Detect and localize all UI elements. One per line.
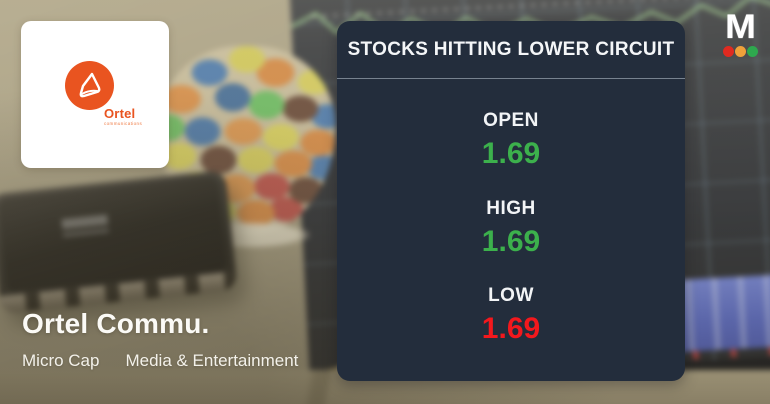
panel-title: STOCKS HITTING LOWER CIRCUIT [337, 21, 685, 79]
ortel-logo-icon [65, 61, 114, 110]
ortel-sub-word: communications [104, 121, 143, 126]
sector-label: Media & Entertainment [125, 351, 299, 370]
green-dot [746, 46, 758, 57]
panel-row: LOW 1.69 [337, 284, 685, 347]
publisher-dots [718, 46, 762, 57]
row-label: LOW [488, 284, 534, 306]
ortel-wordmark: Ortel communications [104, 107, 142, 127]
red-dot [722, 46, 734, 57]
panel-row: HIGH 1.69 [337, 197, 685, 260]
ortel-word: Ortel [104, 106, 136, 121]
stock-data-panel: STOCKS HITTING LOWER CIRCUIT OPEN 1.69 H… [337, 21, 685, 381]
smartphone-clock [60, 210, 110, 242]
panel-rows: OPEN 1.69 HIGH 1.69 LOW 1.69 [337, 79, 685, 381]
row-value: 1.69 [481, 137, 541, 171]
publisher-m-letter: M [725, 7, 756, 46]
footer-company-info: Ortel Commu. Micro Cap Media & Entertain… [22, 308, 298, 371]
company-meta: Micro Cap Media & Entertainment [22, 351, 298, 371]
publisher-logo: M [718, 10, 762, 57]
company-name: Ortel Commu. [22, 308, 210, 339]
company-logo-card: Ortel communications [21, 21, 169, 168]
row-label: OPEN [483, 110, 539, 132]
flask-icon [79, 72, 101, 98]
row-value: 1.69 [481, 311, 541, 345]
panel-row: OPEN 1.69 [337, 109, 685, 172]
smartphone [0, 169, 238, 315]
row-label: HIGH [486, 197, 536, 219]
orange-dot [734, 46, 746, 57]
row-value: 1.69 [481, 224, 541, 258]
market-cap-label: Micro Cap [22, 351, 100, 370]
